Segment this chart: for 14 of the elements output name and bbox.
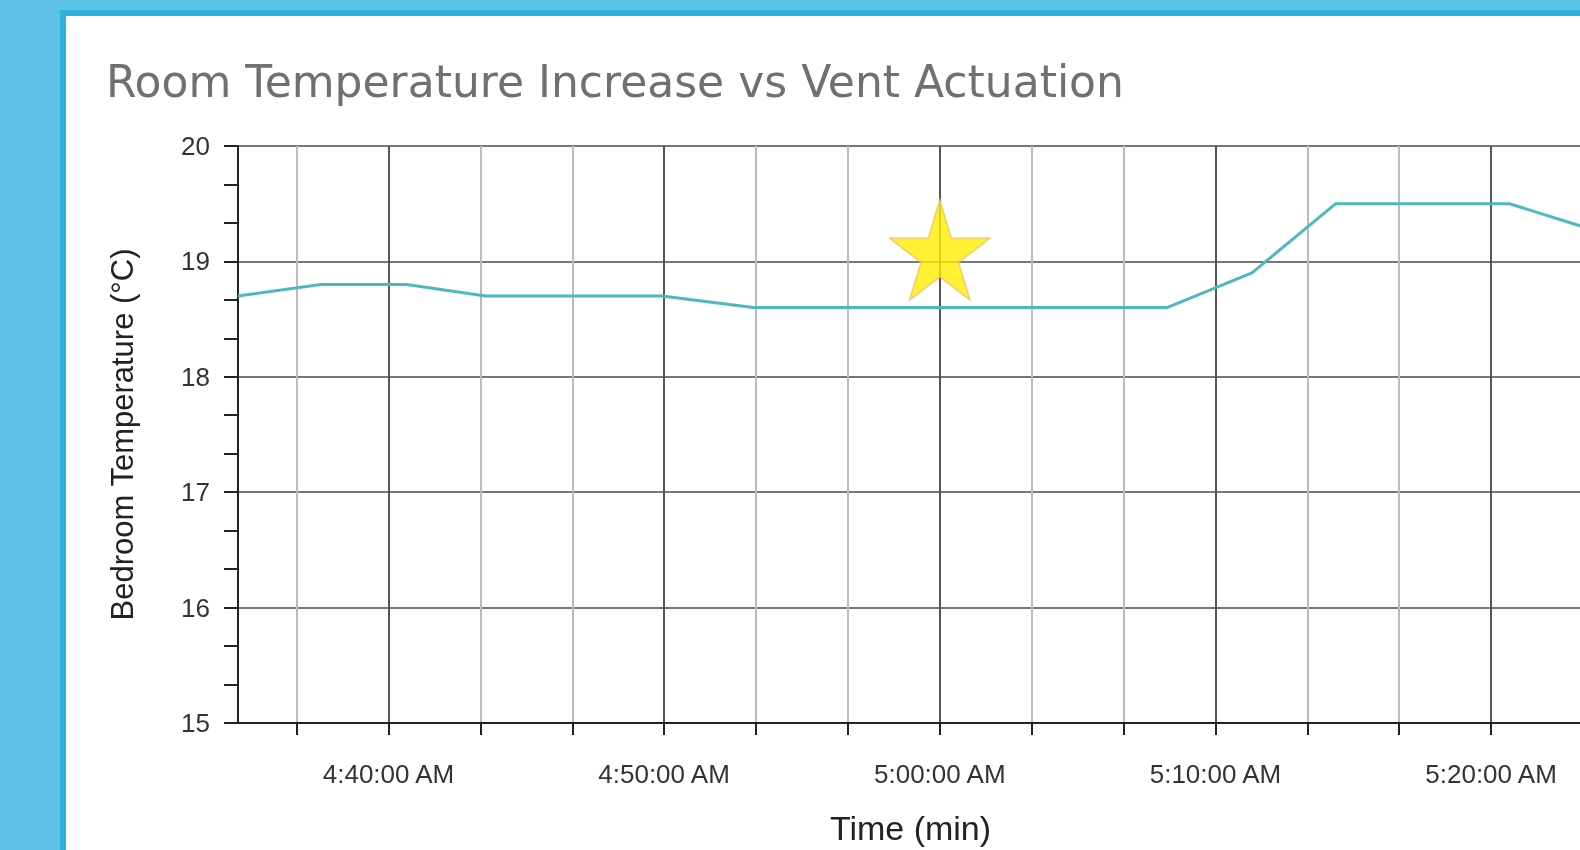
- y-tick-label: 15: [181, 708, 210, 738]
- x-tick-label: 5:00:00 AM: [874, 759, 1006, 789]
- x-tick-label: 5:10:00 AM: [1149, 759, 1282, 789]
- x-tick-label: 4:50:00 AM: [598, 759, 730, 789]
- chart-title: Room Temperature Increase vs Vent Actuation: [106, 56, 1124, 107]
- y-tick-label: 18: [181, 361, 210, 392]
- x-axis-title: Time (min): [829, 809, 992, 847]
- y-tick-label: 16: [181, 592, 210, 623]
- x-tick-label: 4:40:00 AM: [322, 759, 455, 789]
- y-axis-title: Bedroom Temperature (°C): [105, 248, 140, 621]
- y-tick-label: 20: [181, 131, 210, 161]
- x-tick-label: 5:20:00 AM: [1425, 759, 1557, 789]
- y-tick-label: 19: [181, 246, 210, 277]
- y-tick-label: 17: [181, 477, 210, 508]
